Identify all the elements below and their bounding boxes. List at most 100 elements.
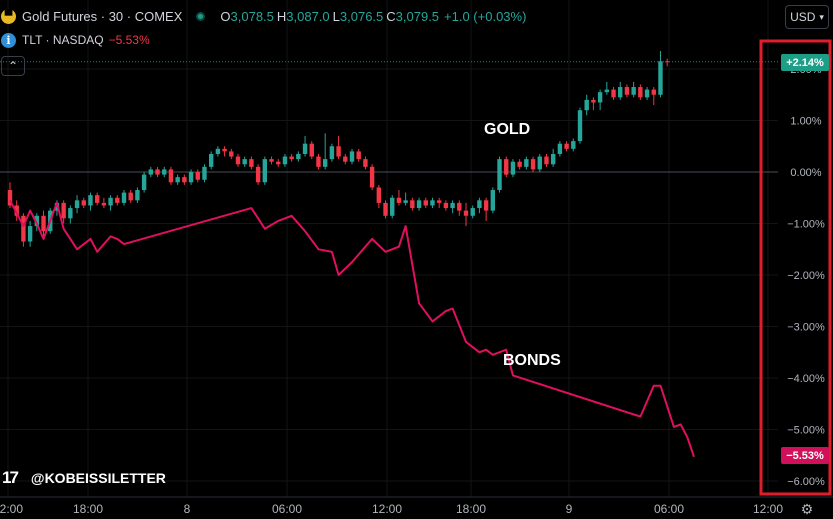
- candle-body: [524, 159, 529, 167]
- candle-body: [276, 161, 281, 165]
- candle-body: [215, 148, 221, 154]
- candle-body: [631, 87, 636, 95]
- candle-body: [463, 210, 469, 216]
- candle-body: [182, 177, 187, 183]
- candle-body: [383, 202, 388, 216]
- candle-body: [121, 192, 127, 203]
- candle-body: [604, 89, 610, 93]
- x-tick-label: 06:00: [272, 502, 302, 516]
- candle-body: [94, 195, 100, 203]
- y-tick-label: −3.00%: [787, 322, 825, 334]
- compare-symbol-title[interactable]: TLT · NASDAQ: [22, 33, 104, 47]
- low-value: 3,076.5: [339, 8, 384, 24]
- candle-body: [81, 200, 86, 206]
- x-tick-label: 12:00: [753, 502, 783, 516]
- gold-bars-icon: ▀: [1, 8, 16, 24]
- candle-body: [483, 200, 489, 211]
- candle-body: [490, 190, 496, 211]
- candle-body: [443, 202, 449, 209]
- y-tick-label: −5.00%: [787, 425, 825, 437]
- y-tick-label: −6.00%: [787, 476, 825, 488]
- candle-body: [497, 159, 502, 191]
- candle-body: [202, 166, 207, 180]
- candle-body: [470, 208, 475, 216]
- candle-body: [564, 143, 569, 149]
- candle-body: [309, 143, 314, 157]
- candle-body: [651, 89, 656, 95]
- candle-body: [477, 200, 482, 209]
- candle-body: [155, 169, 160, 175]
- candle-body: [537, 156, 542, 170]
- chevron-up-icon: ⌃: [7, 59, 19, 73]
- price-scale-highlight-box: [759, 39, 832, 496]
- bonds-last-price-tag: −5.53%: [781, 447, 829, 464]
- candle-body: [504, 159, 509, 175]
- y-tick-label: −2.00%: [787, 270, 825, 282]
- currency-selector[interactable]: USD ▾: [785, 5, 829, 29]
- candle-body: [376, 187, 382, 203]
- high-key: H: [276, 8, 287, 24]
- info-icon[interactable]: i: [1, 32, 16, 48]
- candle-body: [329, 146, 335, 160]
- low-key: L: [332, 8, 340, 24]
- candle-body: [68, 208, 73, 219]
- candle-body: [282, 156, 288, 165]
- collapse-legend-button[interactable]: ⌃: [1, 56, 25, 76]
- candle-body: [571, 141, 576, 149]
- symbol-title[interactable]: Gold Futures · 30 · COMEX: [22, 8, 183, 24]
- candle-body: [343, 156, 348, 162]
- candle-body: [188, 172, 194, 183]
- candle-body: [517, 161, 522, 167]
- candle-body: [61, 202, 66, 219]
- candle-body: [249, 159, 254, 167]
- tradingview-logo-icon: 17: [2, 468, 19, 487]
- x-tick-label: 18:00: [73, 502, 103, 516]
- candle-body: [577, 110, 583, 142]
- candle-body: [128, 192, 133, 201]
- compare-symbol-legend: i TLT · NASDAQ −5.53%: [0, 30, 150, 50]
- candle-body: [148, 169, 154, 175]
- close-value: 3,079.5: [395, 8, 440, 24]
- candle-body: [336, 146, 341, 157]
- candle-body: [624, 87, 630, 95]
- candle-body: [269, 159, 274, 162]
- candle-body: [530, 159, 536, 170]
- candle-body: [450, 202, 455, 209]
- change-value: +1.0 (+0.03%): [444, 8, 527, 24]
- candle-body: [618, 87, 623, 98]
- watermark: 17 @KOBEISSILETTER: [0, 465, 166, 491]
- close-key: C: [386, 8, 396, 24]
- candle-body: [664, 61, 670, 63]
- open-key: O: [220, 8, 231, 24]
- open-value: 3,078.5: [230, 8, 274, 24]
- x-tick-label: 06:00: [654, 502, 684, 516]
- candle-body: [115, 197, 120, 203]
- candle-body: [436, 200, 442, 203]
- candle-body: [591, 99, 596, 103]
- y-tick-label: 0.00%: [790, 167, 821, 179]
- candle-body: [262, 159, 268, 183]
- gold-last-price-tag: +2.14%: [781, 54, 829, 71]
- candle-body: [135, 190, 140, 201]
- y-tick-label: −4.00%: [787, 373, 825, 385]
- candle-body: [390, 197, 395, 216]
- candle-body: [638, 87, 643, 98]
- candle-body: [584, 99, 589, 111]
- gold-annotation: GOLD: [484, 121, 531, 138]
- candle-body: [302, 143, 308, 154]
- x-tick-label: 9: [566, 502, 573, 516]
- candle-body: [597, 92, 603, 103]
- candle-body: [349, 151, 355, 162]
- candle-body: [235, 156, 241, 165]
- y-tick-label: −1.00%: [787, 219, 825, 231]
- candle-body: [27, 226, 33, 242]
- candle-body: [74, 200, 80, 209]
- candle-body: [316, 156, 321, 167]
- settings-gear-icon[interactable]: ⚙: [800, 500, 814, 517]
- candle-body: [356, 151, 361, 160]
- candle-body: [255, 166, 261, 183]
- x-tick-label: 18:00: [456, 502, 486, 516]
- candle-body: [242, 159, 247, 165]
- candle-body: [7, 190, 13, 206]
